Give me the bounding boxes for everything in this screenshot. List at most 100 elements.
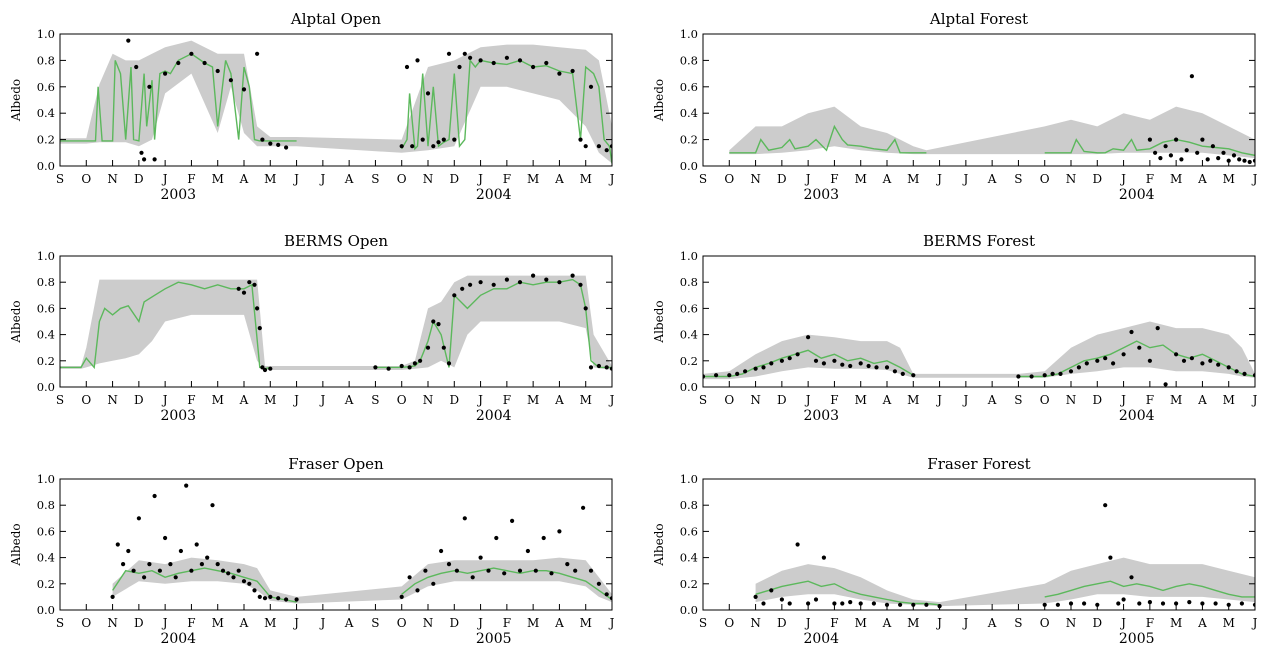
x-tick-label: D bbox=[1092, 393, 1102, 407]
observed-point bbox=[410, 144, 415, 149]
y-axis-label: Albedo bbox=[652, 523, 666, 566]
observed-point bbox=[268, 366, 273, 371]
observed-point bbox=[565, 562, 570, 567]
observed-point bbox=[795, 542, 800, 547]
observed-point bbox=[1179, 157, 1184, 162]
observed-point bbox=[924, 602, 929, 607]
x-tick-label: J bbox=[1251, 172, 1258, 186]
observed-point bbox=[604, 365, 609, 370]
observed-point bbox=[478, 280, 483, 285]
x-tick-label: O bbox=[397, 393, 407, 407]
observed-point bbox=[1058, 371, 1063, 376]
y-tick-label: 1.0 bbox=[680, 249, 698, 263]
x-tick-label: S bbox=[699, 393, 707, 407]
x-tick-label: J bbox=[1251, 616, 1258, 630]
observed-point bbox=[787, 356, 792, 361]
observed-point bbox=[714, 373, 719, 378]
x-tick-label: N bbox=[423, 393, 434, 407]
x-tick-label: D bbox=[134, 172, 144, 186]
y-tick-label: 0.8 bbox=[680, 498, 698, 512]
x-tick-label: J bbox=[608, 172, 615, 186]
model-range-band bbox=[112, 557, 612, 604]
observed-point bbox=[152, 493, 157, 499]
x-tick-label: N bbox=[750, 172, 761, 186]
observed-point bbox=[1231, 153, 1237, 158]
x-tick-label: S bbox=[371, 172, 379, 186]
x-tick-label: A bbox=[554, 172, 564, 186]
observed-point bbox=[257, 594, 262, 600]
observed-point bbox=[509, 518, 515, 524]
x-tick-label: J bbox=[1119, 393, 1126, 407]
observed-point bbox=[1195, 150, 1200, 155]
chart-title: BERMS Open bbox=[284, 232, 388, 250]
observed-point bbox=[753, 594, 758, 600]
y-tick-label: 0.6 bbox=[680, 524, 698, 538]
y-tick-label: 0.4 bbox=[37, 106, 55, 120]
observed-point bbox=[1216, 362, 1221, 367]
plot-area bbox=[110, 483, 612, 604]
observed-point bbox=[806, 601, 811, 606]
observed-point bbox=[1082, 601, 1087, 606]
observed-point bbox=[121, 562, 126, 567]
observed-point bbox=[735, 371, 740, 376]
x-tick-label: S bbox=[1014, 616, 1022, 630]
observed-point bbox=[126, 38, 131, 43]
plot-area bbox=[729, 74, 1255, 165]
observed-point bbox=[189, 568, 194, 573]
y-tick-label: 0.0 bbox=[680, 159, 698, 173]
x-tick-label: F bbox=[830, 616, 838, 630]
model-line bbox=[703, 340, 1255, 378]
observed-point bbox=[544, 277, 549, 282]
x-tick-label: J bbox=[161, 172, 168, 186]
observed-point bbox=[703, 374, 706, 379]
observed-point bbox=[557, 71, 562, 76]
observed-point bbox=[578, 137, 583, 142]
x-tick-label: M bbox=[907, 172, 919, 186]
x-tick-label: N bbox=[750, 393, 761, 407]
x-tick-label: M bbox=[527, 172, 539, 186]
y-axis-label: Albedo bbox=[9, 523, 23, 566]
observed-point bbox=[596, 363, 602, 369]
observed-point bbox=[157, 568, 162, 573]
observed-point bbox=[147, 562, 152, 567]
x-tick-label: J bbox=[476, 393, 483, 407]
model-line bbox=[60, 52, 612, 164]
observed-point bbox=[557, 529, 562, 534]
observed-point bbox=[753, 366, 758, 371]
observed-point bbox=[1174, 601, 1179, 606]
observed-point bbox=[1016, 374, 1021, 379]
observed-point bbox=[262, 367, 268, 373]
x-tick-label: D bbox=[1092, 616, 1102, 630]
observed-point bbox=[189, 51, 194, 56]
observed-point bbox=[557, 280, 562, 285]
observed-point bbox=[415, 58, 420, 63]
observed-point bbox=[126, 548, 131, 554]
observed-point bbox=[1042, 373, 1047, 378]
x-tick-label: F bbox=[187, 393, 195, 407]
x-tick-label: A bbox=[987, 172, 997, 186]
year-label: 2003 bbox=[803, 408, 839, 424]
observed-point bbox=[604, 592, 609, 597]
model-range-band bbox=[729, 106, 1255, 159]
observed-point bbox=[588, 365, 594, 370]
x-tick-label: A bbox=[239, 616, 249, 630]
model-range-band bbox=[703, 321, 1255, 380]
observed-point bbox=[874, 365, 879, 370]
observed-point bbox=[262, 596, 268, 601]
x-tick-label: M bbox=[1223, 172, 1235, 186]
x-tick-label: A bbox=[882, 393, 892, 407]
x-tick-label: F bbox=[187, 172, 195, 186]
x-tick-label: J bbox=[476, 172, 483, 186]
observed-point bbox=[795, 352, 800, 357]
x-tick-label: M bbox=[855, 616, 867, 630]
y-tick-label: 0.4 bbox=[37, 551, 55, 565]
observed-point bbox=[1155, 326, 1160, 331]
observed-point bbox=[152, 157, 157, 162]
observed-point bbox=[420, 137, 425, 142]
y-tick-label: 0.4 bbox=[680, 106, 698, 120]
x-tick-label: F bbox=[830, 172, 838, 186]
x-tick-label: O bbox=[724, 616, 734, 630]
observed-point bbox=[260, 137, 265, 142]
x-tick-label: M bbox=[1223, 616, 1235, 630]
